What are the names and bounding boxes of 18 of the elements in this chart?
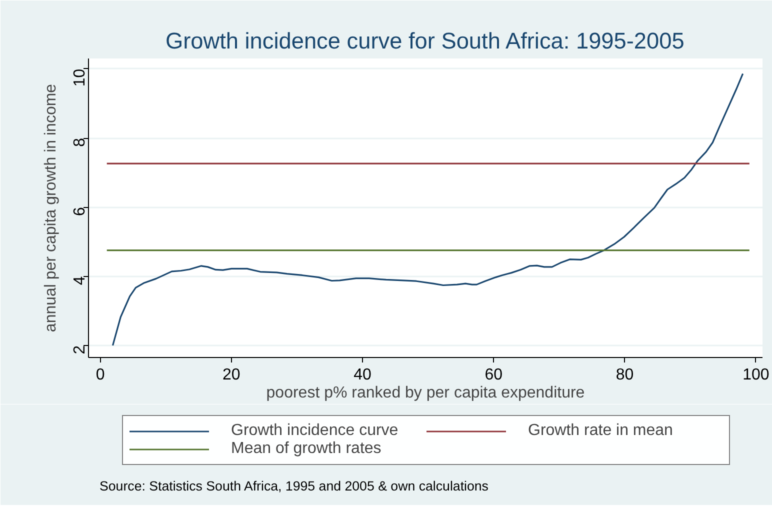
y-tick-label: 4: [72, 276, 88, 286]
x-tick-label: 20: [222, 366, 240, 384]
x-tick-label: 0: [96, 366, 105, 384]
chart-title: Growth incidence curve for South Africa: 1995-2005: [165, 28, 684, 54]
source-note: Source: Statistics South Africa, 1995 and 2005 & own calculations: [100, 478, 489, 494]
x-axis-title: poorest p% ranked by per capita expenditure: [266, 384, 585, 402]
legend-label: Growth incidence curve: [231, 422, 400, 440]
x-tick-label: 60: [484, 366, 503, 384]
x-tick-label: 100: [742, 366, 770, 384]
y-tick-label: 6: [72, 207, 88, 216]
y-tick-label: 2: [72, 345, 88, 354]
legend-label: Growth rate in mean: [528, 422, 674, 440]
y-tick-label: 8: [72, 138, 88, 147]
legend-label: Mean of growth rates: [231, 440, 382, 458]
y-tick-label: 10: [72, 68, 88, 87]
x-tick-label: 80: [616, 366, 634, 384]
y-axis-title: annual per capita growth in income: [42, 84, 60, 332]
x-tick-label: 40: [354, 366, 372, 384]
